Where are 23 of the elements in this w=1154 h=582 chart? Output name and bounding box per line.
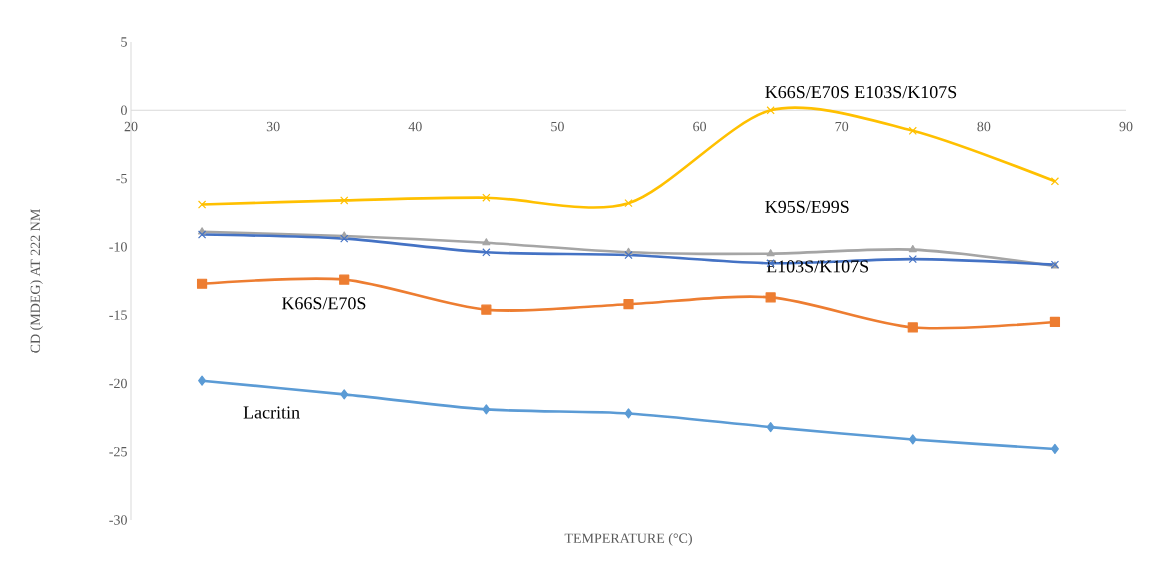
y-tick-label: -5: [116, 173, 127, 184]
y-tick-label: -30: [109, 515, 127, 525]
x-tick-label: 70: [835, 121, 849, 132]
x-tick-label: 20: [124, 121, 138, 132]
x-tick-label: 80: [977, 121, 991, 132]
y-axis-title: CD (MDEG) AT 222 NM: [30, 209, 43, 353]
y-tick-label: -25: [109, 447, 127, 457]
series-label: K66S/E70S: [281, 297, 366, 310]
y-tick-label: 5: [121, 37, 127, 47]
y-tick-label: -15: [109, 310, 127, 320]
x-tick-label: 50: [551, 121, 564, 132]
y-tick-label: -10: [109, 242, 127, 252]
x-tick-label: 40: [408, 121, 422, 132]
y-tick-label: -20: [109, 378, 127, 389]
series-label: K66S/E70S E103S/K107S: [765, 86, 957, 99]
series-label: E103S/K107S: [766, 260, 869, 273]
text: K95S/E99S: [765, 200, 849, 213]
x-tick-label: 90: [1119, 121, 1133, 132]
x-tick-label: 60: [693, 121, 707, 132]
x-axis-title: TEMPERATURE (°C): [564, 533, 692, 546]
x-tick-label: 30: [266, 121, 280, 132]
series-label: Lacritin: [243, 406, 300, 419]
y-tick-label: 0: [121, 105, 127, 116]
